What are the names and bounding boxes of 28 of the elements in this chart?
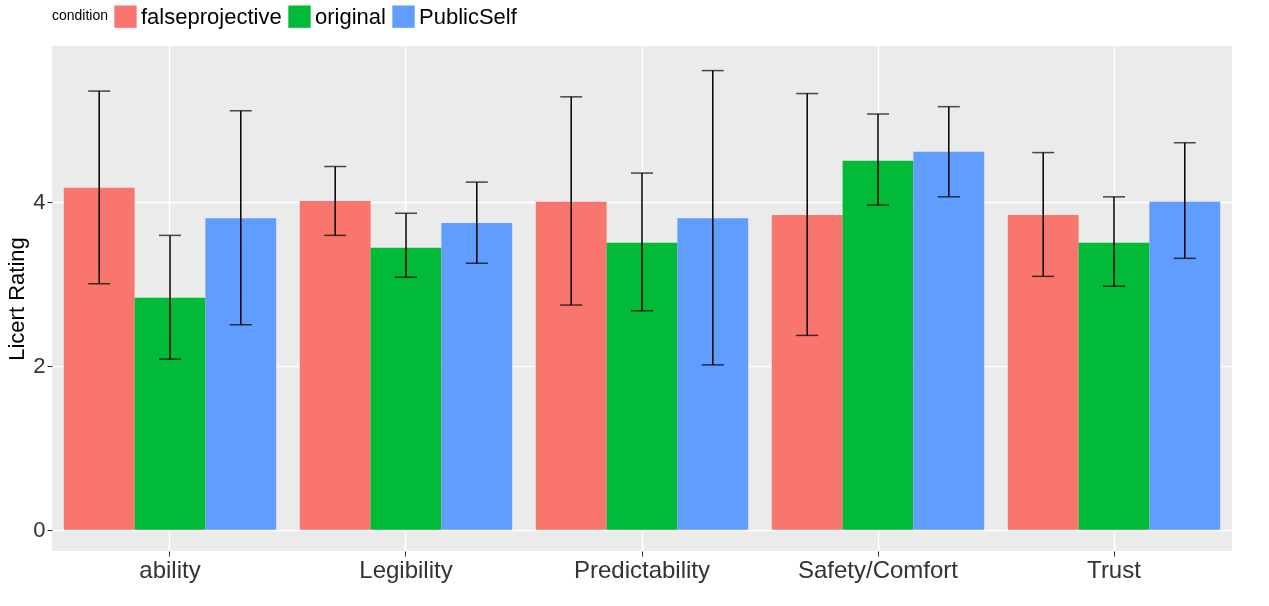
bar — [205, 218, 277, 530]
bar — [606, 242, 678, 530]
legend-label: original — [315, 3, 386, 29]
bar — [134, 297, 206, 530]
bar — [1078, 242, 1150, 530]
legend-label: PublicSelf — [419, 3, 518, 29]
legend-label: falseprojective — [141, 3, 282, 29]
legend-title: condition — [52, 7, 109, 23]
bar — [63, 187, 135, 530]
x-tick-label: Legibility — [359, 555, 453, 583]
bar — [1007, 214, 1079, 530]
bar — [299, 200, 371, 530]
y-tick-label: 0 — [33, 517, 46, 543]
bar — [535, 201, 607, 530]
x-tick-label: Predictability — [573, 555, 711, 583]
x-tick-label: Safety/Comfort — [797, 555, 959, 583]
y-axis-title: Licert Rating — [4, 237, 30, 361]
bar — [441, 223, 513, 530]
bar — [842, 160, 914, 530]
bar — [1149, 201, 1221, 530]
x-tick-label: ability — [139, 555, 201, 583]
bar — [913, 151, 985, 530]
y-tick-label: 4 — [33, 189, 46, 215]
x-tick-label: Trust — [1087, 555, 1142, 583]
bar — [677, 218, 749, 530]
y-tick-label: 2 — [33, 353, 46, 379]
bar — [370, 247, 442, 530]
bar — [771, 214, 843, 530]
